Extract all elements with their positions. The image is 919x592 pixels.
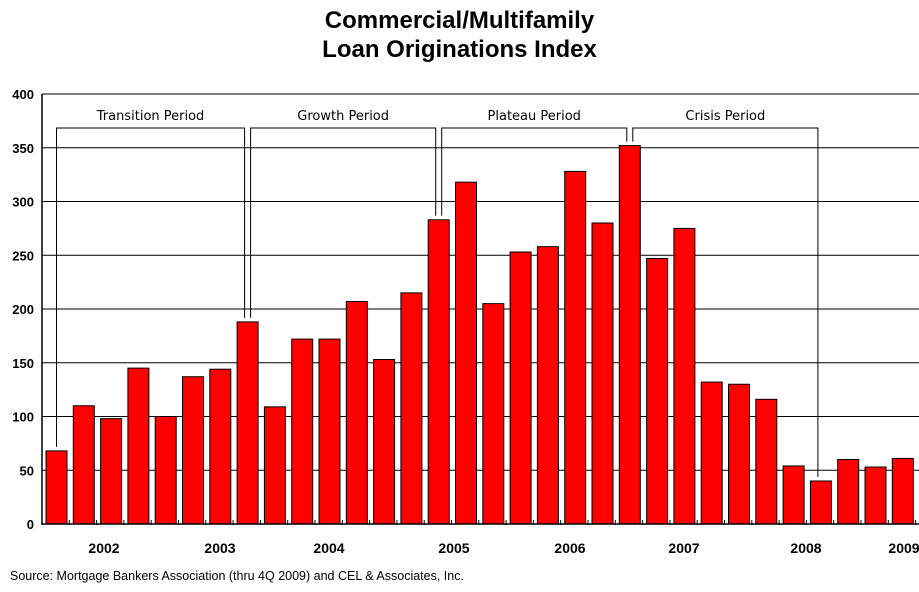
y-tick-label: 0 <box>27 517 34 532</box>
bar <box>236 321 259 525</box>
bar <box>564 170 587 525</box>
period-label: Growth Period <box>297 109 389 124</box>
bar <box>891 457 914 525</box>
bar <box>673 227 696 525</box>
y-tick-label: 50 <box>20 463 34 478</box>
period-bracket <box>56 127 246 447</box>
y-tick-label: 350 <box>12 141 34 156</box>
bar <box>373 359 396 525</box>
bar <box>591 222 614 525</box>
bar <box>263 406 286 525</box>
period-label: Plateau Period <box>488 109 581 124</box>
y-tick-label: 250 <box>12 248 34 263</box>
bar <box>509 251 532 525</box>
bar <box>809 480 832 525</box>
bar <box>154 416 177 525</box>
bar <box>182 376 204 525</box>
period-label-background <box>294 108 393 125</box>
y-tick-label: 400 <box>12 87 34 102</box>
bar <box>427 219 450 525</box>
year-label: 2005 <box>438 540 469 556</box>
chart-title: Commercial/Multifamily Loan Originations… <box>0 6 919 64</box>
year-label: 2006 <box>554 540 585 556</box>
y-tick-label: 150 <box>12 356 34 371</box>
year-label: 2004 <box>313 540 344 556</box>
bar <box>618 145 641 525</box>
year-label: 2002 <box>88 540 119 556</box>
y-tick-label: 100 <box>12 410 34 425</box>
period-bracket <box>632 127 819 477</box>
bar <box>482 303 505 525</box>
period-label-background <box>92 108 208 125</box>
bar <box>700 381 723 525</box>
period-bracket <box>441 127 628 216</box>
bar <box>318 338 341 525</box>
bar <box>728 383 750 525</box>
period-bracket <box>250 127 437 318</box>
bar <box>209 368 232 525</box>
period-label-background <box>484 108 584 125</box>
bar <box>536 246 559 525</box>
year-label: 2003 <box>204 540 235 556</box>
bar <box>755 398 778 525</box>
year-label: 2009 <box>888 540 919 556</box>
bar <box>455 181 477 525</box>
bar <box>127 367 150 525</box>
bar <box>72 405 95 525</box>
bar <box>45 450 68 525</box>
y-tick-label: 300 <box>12 195 34 210</box>
chart-title-line-2: Loan Originations Index <box>322 36 597 63</box>
bar-chart: 0 50 100 150 200 250 300 350 400 2002 2003 2004 2005… <box>12 87 919 556</box>
year-label: 2008 <box>790 540 821 556</box>
bar <box>864 466 887 525</box>
bar <box>646 257 669 525</box>
bar <box>400 292 423 525</box>
bar <box>345 300 368 525</box>
chart-title-line-1: Commercial/Multifamily <box>324 7 595 34</box>
year-label: 2007 <box>668 540 699 556</box>
y-tick-label: 200 <box>12 302 34 317</box>
period-label: Transition Period <box>96 109 205 124</box>
bar <box>100 418 123 525</box>
period-label-background <box>682 108 769 125</box>
period-label: Crisis Period <box>685 109 765 124</box>
bar <box>837 459 860 525</box>
source-note: Source: Mortgage Bankers Association (th… <box>10 569 464 583</box>
bar <box>782 465 805 525</box>
bar <box>291 338 314 525</box>
